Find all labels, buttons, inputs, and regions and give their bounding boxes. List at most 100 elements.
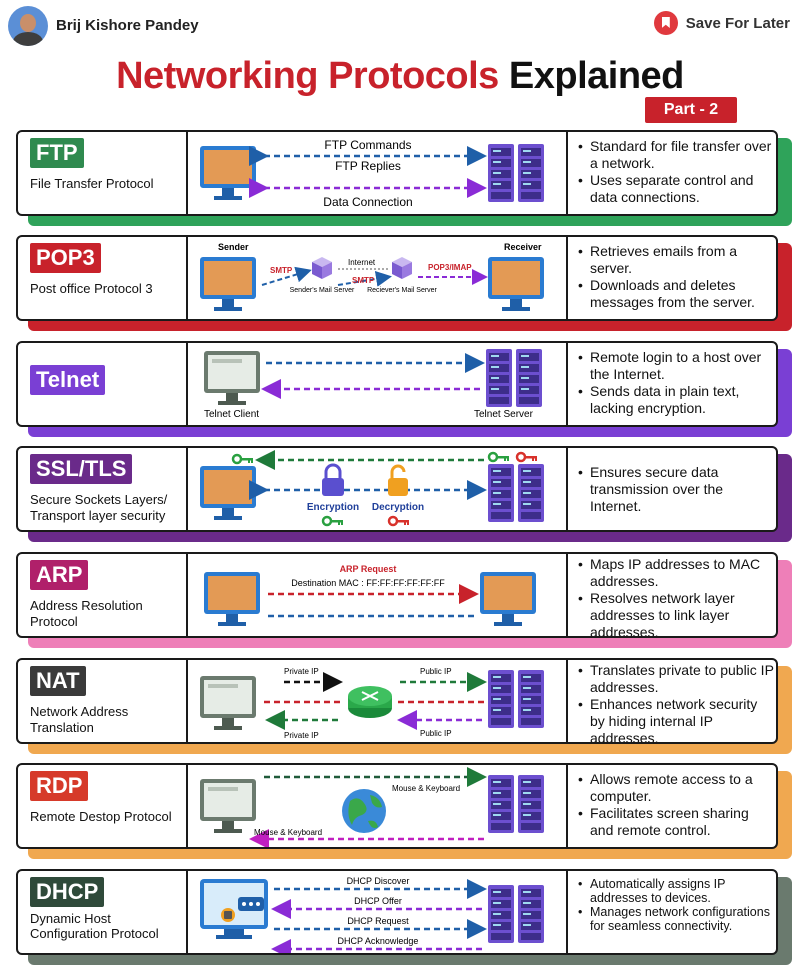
diagram-label: DHCP Discover — [347, 876, 410, 886]
author-avatar — [8, 6, 48, 46]
protocol-full-name: Remote Destop Protocol — [30, 809, 172, 824]
protocol-badge: Telnet — [30, 365, 106, 395]
description-point: Ensures secure data transmission over th… — [578, 464, 774, 515]
diagram-label: Public IP — [420, 667, 452, 676]
key-icon — [387, 515, 411, 527]
protocol-card: SSL/TLS Secure Sockets Layers/ Transport… — [16, 446, 778, 532]
title-black: Explained — [508, 55, 685, 97]
sender-monitor-icon — [200, 257, 256, 311]
protocol-badge: FTP — [30, 138, 84, 168]
protocol-diagram: FTP Commands FTP Replies Data Connection — [188, 132, 566, 214]
description-point: Translates private to public IP addresse… — [578, 662, 774, 696]
diagram-label: DHCP Request — [347, 916, 409, 926]
sender-mail-server-icon — [312, 257, 332, 279]
source-monitor-icon — [204, 572, 260, 626]
protocol-description: Maps IP addresses to MAC addresses.Resol… — [578, 556, 774, 636]
protocol-badge: DHCP — [30, 877, 105, 907]
protocol-card: DHCP Dynamic Host Configuration Protocol — [16, 869, 778, 955]
save-for-later-label: Save For Later — [685, 14, 790, 32]
protocol-description: Ensures secure data transmission over th… — [578, 464, 774, 515]
protocol-full-name: Network Address Translation — [30, 704, 129, 735]
diagram-label: Data Connection — [323, 195, 412, 209]
protocol-full-name: Address Resolution Protocol — [30, 598, 143, 629]
client-monitor-icon — [200, 466, 256, 520]
description-point: Uses separate control and data connectio… — [578, 172, 774, 206]
key-icon — [515, 451, 539, 463]
key-icon — [487, 451, 511, 463]
protocol-diagram: Telnet Client Telnet Server — [188, 343, 566, 425]
globe-icon — [342, 789, 386, 833]
protocol-row-telnet: Telnet Telnet Client Telnet Server Remot… — [16, 341, 792, 437]
diagram-label: DHCP Offer — [354, 896, 402, 906]
protocol-row-rdp: RDP Remote Destop Protocol Mouse & Keybo… — [16, 763, 792, 859]
diagram-label: SMTP — [352, 276, 375, 285]
protocol-diagram: Mouse & Keyboard Mouse & Keyboard — [188, 765, 566, 847]
diagram-label: FTP Commands — [324, 138, 411, 152]
protocol-diagram: ARP Request Destination MAC : FF:FF:FF:F… — [188, 554, 566, 636]
protocol-description: Remote login to a host over the Internet… — [578, 349, 774, 417]
save-for-later-button[interactable]: Save For Later — [653, 10, 790, 36]
protocol-row-dhcp: DHCP Dynamic Host Configuration Protocol — [16, 869, 792, 965]
protocol-row-pop3: POP3 Post office Protocol 3 Sender Recei… — [16, 235, 792, 331]
description-point: Manages network configurations for seaml… — [578, 905, 774, 933]
diagram-label: Receiver — [504, 242, 542, 252]
description-point: Automatically assigns IP addresses to de… — [578, 877, 774, 905]
protocol-full-name: File Transfer Protocol — [30, 176, 154, 191]
lock-icon — [322, 463, 344, 496]
protocol-diagram: DHCP Discover DHCP Offer DHCP Request DH… — [188, 871, 566, 953]
protocol-card: Telnet Telnet Client Telnet Server Remot… — [16, 341, 778, 427]
description-point: Standard for file transfer over a networ… — [578, 138, 774, 172]
author-name: Brij Kishore Pandey — [56, 17, 199, 34]
protocol-description: Allows remote access to a computer.Facil… — [578, 771, 774, 839]
protocol-row-nat: NAT Network Address Translation Priva — [16, 658, 792, 754]
header: Brij Kishore Pandey Save For Later Netwo… — [0, 0, 800, 130]
protocol-card: FTP File Transfer Protocol FTP Commands … — [16, 130, 778, 216]
protocol-row-arp: ARP Address Resolution Protocol ARP Requ… — [16, 552, 792, 648]
protocol-card: ARP Address Resolution Protocol ARP Requ… — [16, 552, 778, 638]
description-point: Sends data in plain text, lacking encryp… — [578, 383, 774, 417]
private-host-icon — [200, 676, 256, 730]
telnet-server-icon — [486, 349, 542, 407]
diagram-label: Sender — [218, 242, 249, 252]
protocol-row-ftp: FTP File Transfer Protocol FTP Commands … — [16, 130, 792, 226]
bookmark-icon — [653, 11, 678, 35]
protocol-badge: RDP — [30, 771, 89, 801]
telnet-client-icon — [204, 351, 260, 405]
description-point: Downloads and deletes messages from the … — [578, 277, 774, 311]
receiver-monitor-icon — [488, 257, 544, 311]
title-red: Networking Protocols — [116, 55, 499, 97]
description-point: Facilitates screen sharing and remote co… — [578, 805, 774, 839]
server-icon — [488, 464, 544, 522]
description-point: Enhances network security by hiding inte… — [578, 696, 774, 742]
diagram-label: Private IP — [284, 731, 319, 740]
part-badge: Part - 2 — [645, 97, 737, 123]
protocol-badge: POP3 — [30, 243, 101, 273]
server-icon — [488, 144, 544, 202]
local-computer-icon — [200, 779, 256, 833]
protocol-description: Standard for file transfer over a networ… — [578, 138, 774, 206]
protocol-description: Automatically assigns IP addresses to de… — [578, 877, 774, 933]
diagram-label: Reciever's Mail Server — [367, 287, 437, 294]
diagram-label: Sender's Mail Server — [290, 287, 355, 294]
diagram-label: Telnet Client — [204, 409, 259, 420]
description-point: Allows remote access to a computer. — [578, 771, 774, 805]
protocol-description: Retrieves emails from a server.Downloads… — [578, 243, 774, 311]
diagram-label: ARP Request — [340, 564, 397, 574]
diagram-label: Destination MAC : FF:FF:FF:FF:FF:FF — [291, 578, 445, 588]
protocol-diagram: Private IP Public IP Public IP Private I… — [188, 660, 566, 742]
protocol-full-name: Post office Protocol 3 — [30, 281, 153, 296]
remote-computer-icon — [488, 775, 544, 833]
protocol-full-name: Secure Sockets Layers/ Transport layer s… — [30, 492, 168, 523]
protocol-diagram: Sender Receiver SMTP Internet SMTP POP3/… — [188, 237, 566, 319]
protocol-badge: SSL/TLS — [30, 454, 133, 484]
destination-monitor-icon — [480, 572, 536, 626]
diagram-label: Mouse & Keyboard — [254, 828, 322, 837]
client-monitor-icon — [200, 146, 256, 200]
diagram-label: FTP Replies — [335, 159, 401, 173]
diagram-label: SMTP — [270, 266, 293, 275]
diagram-label: POP3/IMAP — [428, 263, 472, 272]
receiver-mail-server-icon — [392, 257, 412, 279]
diagram-label: Public IP — [420, 729, 452, 738]
description-point: Resolves network layer addresses to link… — [578, 590, 774, 636]
protocol-card: RDP Remote Destop Protocol Mouse & Keybo… — [16, 763, 778, 849]
